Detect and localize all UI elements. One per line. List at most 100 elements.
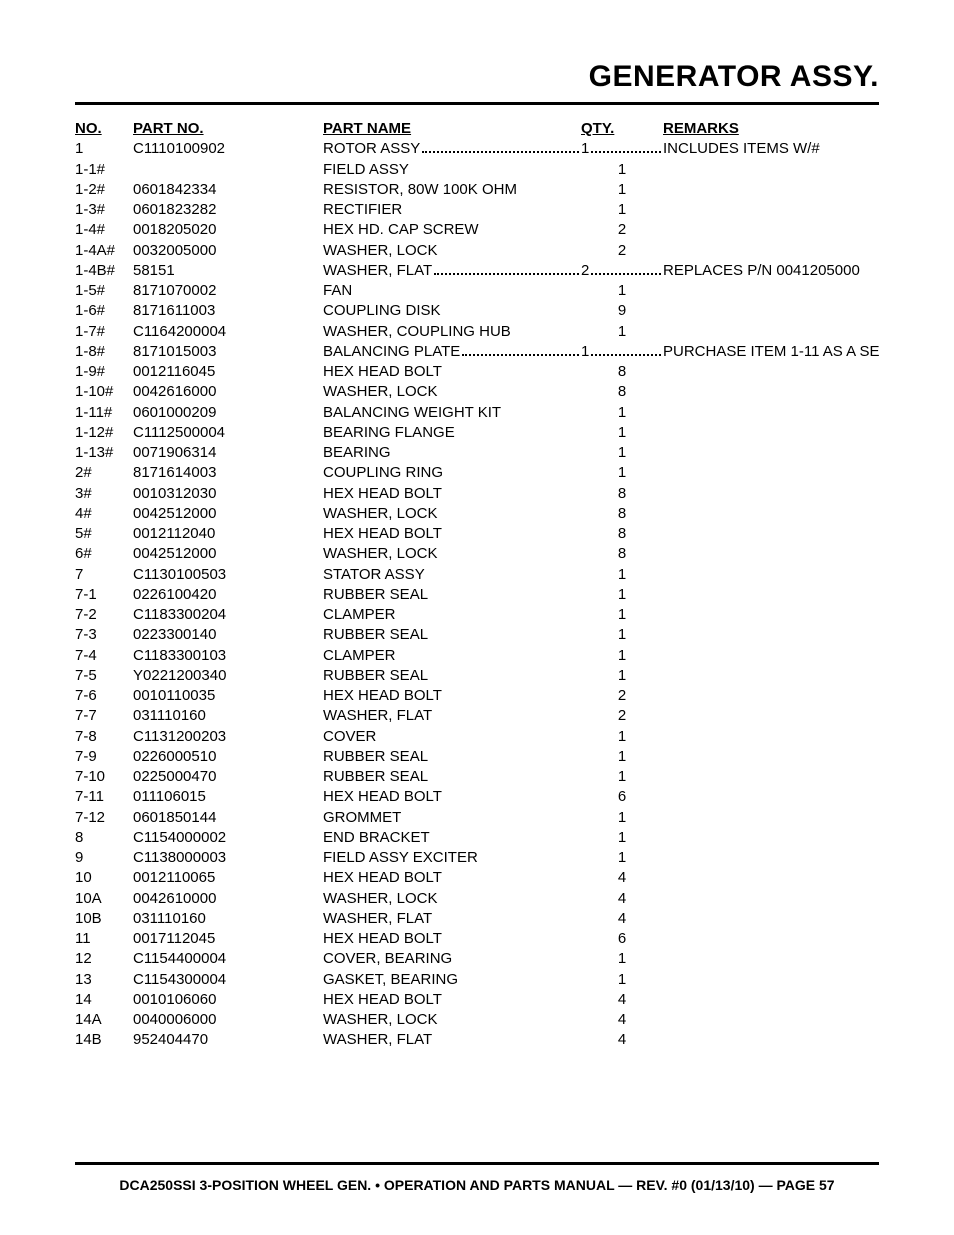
cell-remarks	[663, 322, 879, 342]
cell-part-no: 0601842334	[133, 180, 323, 200]
cell-qty: 4	[581, 909, 663, 929]
cell-part-name: RUBBER SEAL	[323, 747, 581, 767]
cell-part-no: 0010312030	[133, 484, 323, 504]
cell-part-no: 011106015	[133, 787, 323, 807]
cell-qty: 1	[581, 625, 663, 645]
cell-part-no: 0042512000	[133, 504, 323, 524]
cell-qty: 8	[581, 524, 663, 544]
cell-remarks	[663, 1030, 879, 1050]
footer-rule	[75, 1162, 879, 1165]
cell-part-name: HEX HEAD BOLT	[323, 787, 581, 807]
cell-qty: 1	[581, 970, 663, 990]
cell-part-no: 0071906314	[133, 443, 323, 463]
cell-part-no: 0601000209	[133, 403, 323, 423]
cell-no: 2#	[75, 463, 133, 483]
cell-qty: 2	[581, 261, 663, 281]
cell-no: 14	[75, 990, 133, 1010]
cell-remarks	[663, 605, 879, 625]
cell-part-name: FIELD ASSY	[323, 160, 581, 180]
cell-qty: 4	[581, 868, 663, 888]
cell-remarks	[663, 443, 879, 463]
cell-remarks	[663, 706, 879, 726]
cell-qty: 1	[581, 463, 663, 483]
cell-part-no: 0225000470	[133, 767, 323, 787]
header-no: NO.	[75, 119, 133, 139]
cell-part-no: 0226000510	[133, 747, 323, 767]
cell-remarks	[663, 585, 879, 605]
cell-part-no: 0018205020	[133, 220, 323, 240]
cell-part-name: HEX HEAD BOLT	[323, 929, 581, 949]
cell-qty: 4	[581, 889, 663, 909]
cell-part-no: 031110160	[133, 909, 323, 929]
cell-part-name: WASHER, FLAT	[323, 1030, 581, 1050]
cell-qty: 8	[581, 544, 663, 564]
cell-no: 4#	[75, 504, 133, 524]
cell-part-name: BALANCING PLATE	[323, 342, 581, 362]
cell-part-no: 0226100420	[133, 585, 323, 605]
cell-no: 11	[75, 929, 133, 949]
cell-qty: 1	[581, 848, 663, 868]
cell-remarks	[663, 301, 879, 321]
cell-part-name: WASHER, FLAT	[323, 909, 581, 929]
cell-part-no: 0017112045	[133, 929, 323, 949]
cell-no: 9	[75, 848, 133, 868]
cell-remarks	[663, 767, 879, 787]
cell-part-name: RUBBER SEAL	[323, 666, 581, 686]
cell-part-name: RESISTOR, 80W 100K OHM	[323, 180, 581, 200]
cell-no: 1-1#	[75, 160, 133, 180]
cell-part-no: 0010110035	[133, 686, 323, 706]
cell-part-no: Y0221200340	[133, 666, 323, 686]
cell-part-no: 8171611003	[133, 301, 323, 321]
cell-part-name: RECTIFIER	[323, 200, 581, 220]
cell-part-no: 952404470	[133, 1030, 323, 1050]
cell-no: 7-5	[75, 666, 133, 686]
cell-qty: 1	[581, 180, 663, 200]
cell-no: 1-5#	[75, 281, 133, 301]
cell-no: 1-10#	[75, 382, 133, 402]
cell-no: 12	[75, 949, 133, 969]
cell-remarks	[663, 686, 879, 706]
cell-qty: 2	[581, 686, 663, 706]
cell-remarks	[663, 504, 879, 524]
cell-part-name: WASHER, LOCK	[323, 889, 581, 909]
cell-part-name: WASHER, LOCK	[323, 1010, 581, 1030]
cell-qty: 1	[581, 342, 663, 362]
cell-qty: 6	[581, 787, 663, 807]
cell-part-no: C1183300204	[133, 605, 323, 625]
cell-qty: 2	[581, 220, 663, 240]
cell-part-name: BEARING	[323, 443, 581, 463]
cell-remarks: INCLUDES ITEMS W/#	[663, 139, 879, 159]
cell-remarks	[663, 423, 879, 443]
cell-remarks	[663, 544, 879, 564]
cell-no: 7-7	[75, 706, 133, 726]
header-part-name: PART NAME	[323, 119, 581, 139]
cell-qty: 1	[581, 160, 663, 180]
cell-part-name: GASKET, BEARING	[323, 970, 581, 990]
header-qty: QTY.	[581, 119, 663, 139]
cell-qty: 8	[581, 362, 663, 382]
cell-remarks	[663, 889, 879, 909]
cell-part-no: 0010106060	[133, 990, 323, 1010]
page-footer: DCA250SSI 3-POSITION WHEEL GEN. • OPERAT…	[75, 1177, 879, 1193]
cell-qty: 1	[581, 666, 663, 686]
cell-no: 1-4A#	[75, 241, 133, 261]
cell-part-name: WASHER, LOCK	[323, 544, 581, 564]
cell-part-no	[133, 160, 323, 180]
cell-part-name: WASHER, FLAT	[323, 261, 581, 281]
cell-remarks	[663, 565, 879, 585]
cell-part-name: WASHER, LOCK	[323, 504, 581, 524]
cell-qty: 2	[581, 241, 663, 261]
cell-part-no: 0042616000	[133, 382, 323, 402]
cell-no: 14B	[75, 1030, 133, 1050]
cell-part-no: C1130100503	[133, 565, 323, 585]
cell-remarks	[663, 362, 879, 382]
cell-remarks	[663, 727, 879, 747]
cell-no: 10B	[75, 909, 133, 929]
cell-no: 7-10	[75, 767, 133, 787]
cell-part-no: C1183300103	[133, 646, 323, 666]
cell-no: 1-9#	[75, 362, 133, 382]
cell-part-no: 0042512000	[133, 544, 323, 564]
cell-part-no: 0032005000	[133, 241, 323, 261]
cell-qty: 1	[581, 443, 663, 463]
cell-remarks	[663, 646, 879, 666]
